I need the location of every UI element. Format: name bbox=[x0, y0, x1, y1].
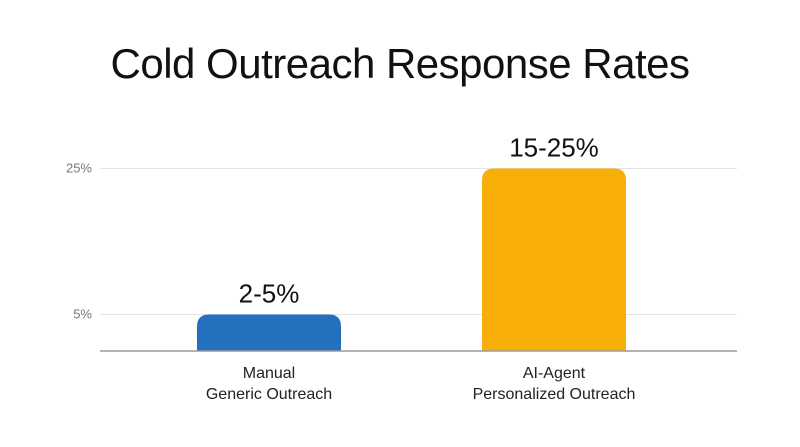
x-tick-label: Personalized Outreach bbox=[473, 386, 636, 403]
y-tick-label: 5% bbox=[73, 307, 92, 322]
x-tick-label: Generic Outreach bbox=[206, 386, 332, 403]
data-label: 2-5% bbox=[239, 279, 300, 309]
bar bbox=[197, 314, 341, 351]
gridlines bbox=[100, 168, 737, 315]
bar bbox=[482, 168, 626, 351]
labels: 5% 25% 2-5% Manual Generic Outreach 15-25% AI-… bbox=[66, 133, 635, 404]
x-tick-label: Manual bbox=[243, 365, 295, 382]
y-tick-label: 25% bbox=[66, 161, 92, 176]
data-label: 15-25% bbox=[509, 133, 599, 163]
bars bbox=[197, 168, 626, 351]
chart-title: Cold Outreach Response Rates bbox=[110, 40, 690, 87]
x-tick-label: AI-Agent bbox=[523, 365, 586, 382]
